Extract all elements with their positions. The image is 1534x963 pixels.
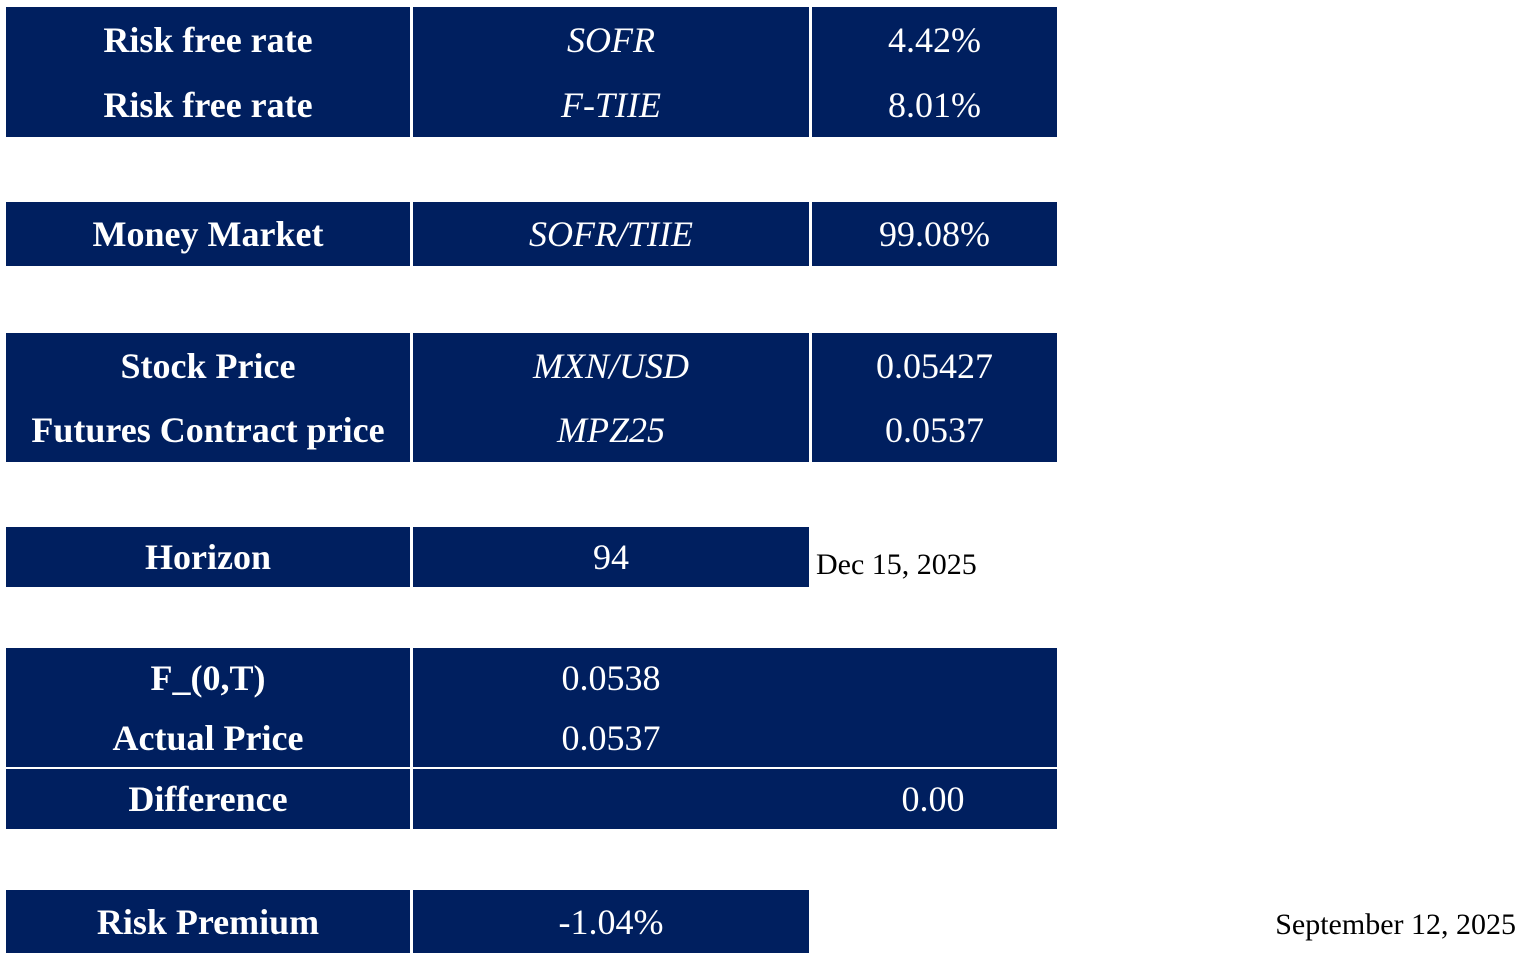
- f0t-value: 0.0538: [413, 648, 809, 708]
- actual-price-label: Actual Price: [6, 708, 410, 767]
- f0t-blank: [809, 648, 1057, 708]
- actual-price-blank: [809, 708, 1057, 767]
- money-market-ticker: SOFR/TIIE: [413, 202, 809, 266]
- difference-blank: [413, 769, 809, 829]
- stock-price-ticker: MXN/USD: [413, 333, 809, 398]
- difference-label: Difference: [6, 769, 410, 829]
- f0t-label: F_(0,T): [6, 648, 410, 708]
- risk-free-rate-sofr-label: Risk free rate: [6, 7, 410, 72]
- risk-free-rate-tiie-label: Risk free rate: [6, 72, 410, 137]
- futures-price-value: 0.0537: [812, 398, 1057, 462]
- horizon-label: Horizon: [6, 527, 410, 587]
- risk-free-rate-tiie-ticker: F-TIIE: [413, 72, 809, 137]
- risk-free-rate-sofr-value: 4.42%: [812, 7, 1057, 72]
- report-date: September 12, 2025: [1275, 908, 1516, 941]
- risk-premium-label: Risk Premium: [6, 890, 410, 953]
- difference-value: 0.00: [809, 769, 1057, 829]
- futures-price-ticker: MPZ25: [413, 398, 809, 462]
- actual-price-value: 0.0537: [413, 708, 809, 767]
- money-market-value: 99.08%: [812, 202, 1057, 266]
- risk-premium-value: -1.04%: [413, 890, 809, 953]
- horizon-value: 94: [413, 527, 809, 587]
- horizon-date: Dec 15, 2025: [816, 548, 977, 581]
- money-market-label: Money Market: [6, 202, 410, 266]
- stock-price-value: 0.05427: [812, 333, 1057, 398]
- futures-price-label: Futures Contract price: [6, 398, 410, 462]
- stock-price-label: Stock Price: [6, 333, 410, 398]
- risk-free-rate-tiie-value: 8.01%: [812, 72, 1057, 137]
- risk-free-rate-sofr-ticker: SOFR: [413, 7, 809, 72]
